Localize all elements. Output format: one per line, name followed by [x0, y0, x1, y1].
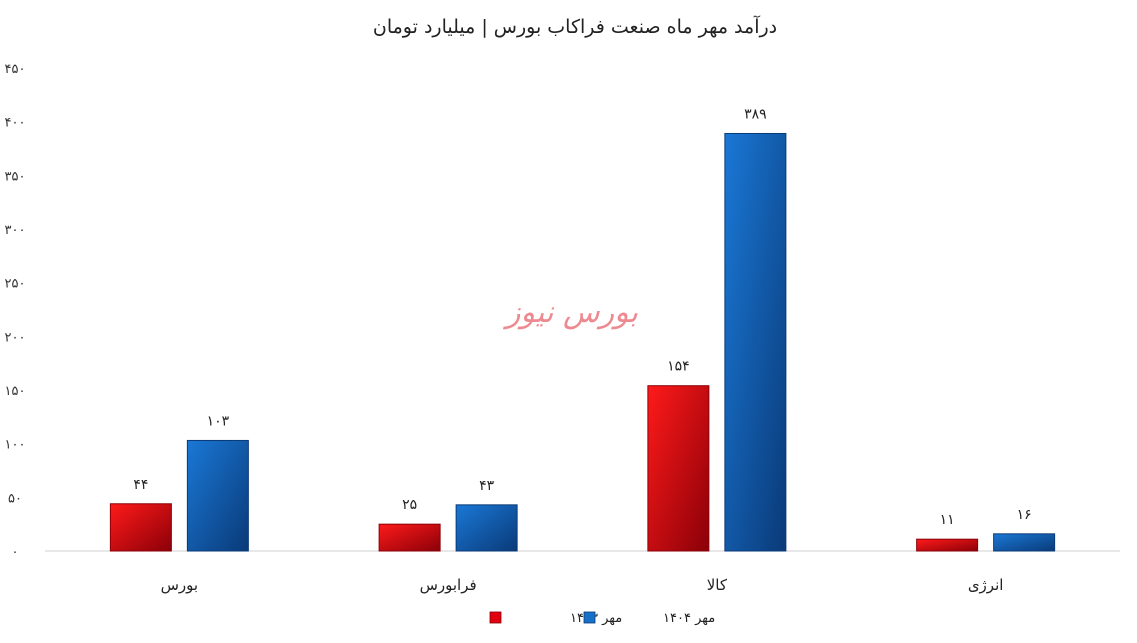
data-label: ۴۳ [479, 478, 495, 494]
data-label: ۱۰۳ [207, 413, 230, 429]
y-tick-label: ۴۵۰ [5, 62, 26, 77]
legend-swatch [489, 611, 502, 624]
y-tick-label: ۱۵۰ [5, 384, 26, 399]
data-label: ۱۵۴ [667, 359, 690, 375]
bar [647, 385, 710, 552]
y-tick-label: ۰ [12, 545, 19, 560]
x-tick-label: انرژی [968, 576, 1004, 594]
data-label: ۳۸۹ [744, 106, 767, 122]
bar [455, 504, 518, 552]
legend-label: مهر ۱۴۰۳ [570, 611, 622, 626]
watermark: بورس نیوز [502, 295, 638, 330]
bar [378, 523, 441, 552]
chart-title: درآمد مهر ماه صنعت فراکاب بورس | میلیارد… [373, 14, 777, 38]
bar [993, 533, 1056, 552]
legend-label: مهر ۱۴۰۴ [663, 611, 715, 626]
x-tick-label: کالا [707, 576, 728, 594]
y-tick-label: ۵۰ [8, 491, 22, 506]
y-tick-label: ۴۰۰ [5, 116, 26, 131]
bar [186, 439, 249, 552]
y-tick-label: ۲۵۰ [5, 277, 26, 292]
bar [724, 132, 787, 552]
legend-swatch [583, 611, 596, 624]
y-tick-label: ۳۵۰ [5, 169, 26, 184]
bar [916, 538, 979, 552]
data-label: ۲۵ [402, 497, 417, 513]
data-label: ۱۶ [1017, 507, 1032, 523]
x-tick-label: بورس [161, 576, 198, 594]
y-tick-label: ۱۰۰ [5, 438, 26, 453]
data-label: ۱۱ [940, 512, 955, 528]
y-tick-label: ۳۰۰ [5, 223, 26, 238]
bar [109, 503, 172, 552]
y-tick-label: ۲۰۰ [5, 330, 26, 345]
x-tick-label: فرابورس [420, 576, 477, 594]
data-label: ۴۴ [133, 477, 148, 493]
